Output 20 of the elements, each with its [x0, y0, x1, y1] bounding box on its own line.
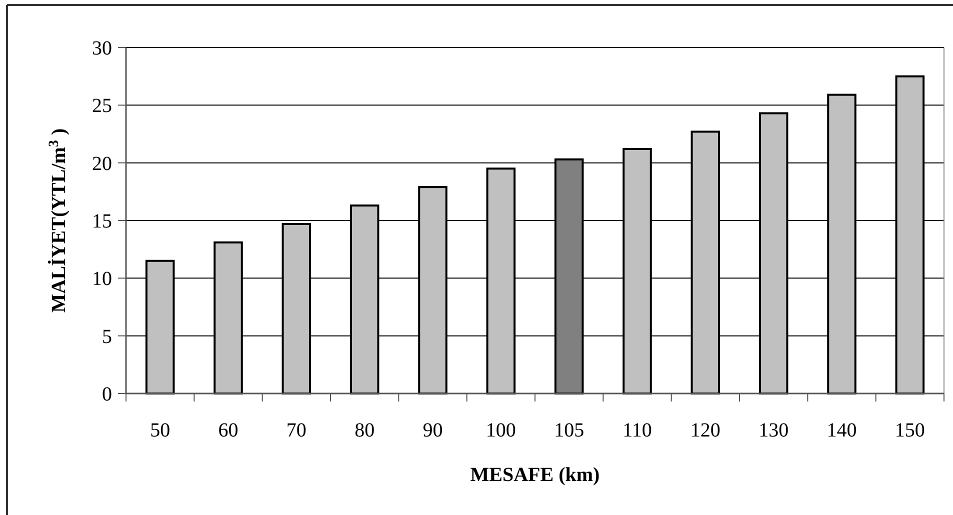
x-tick-label: 140: [826, 420, 857, 442]
x-tick-label: 105: [554, 420, 584, 442]
x-axis-title: MESAFE (km): [470, 464, 600, 486]
x-tick-label: 80: [354, 420, 375, 442]
x-tick-label: 130: [758, 420, 789, 442]
x-tick-label: 150: [894, 420, 925, 442]
x-tick-label: 50: [150, 420, 170, 442]
x-tick-label: 60: [218, 420, 238, 442]
y-tick-label: 15: [92, 210, 112, 232]
y-tick-label: 30: [92, 38, 112, 60]
x-tick-label: 70: [286, 420, 306, 442]
x-tick-label: 90: [422, 420, 443, 442]
y-tick-label: 25: [92, 95, 112, 118]
y-tick-label: 20: [92, 152, 112, 175]
x-tick-label: 120: [690, 420, 720, 442]
y-tick-label: 5: [102, 326, 112, 348]
x-tick-label: 100: [486, 420, 516, 442]
y-tick-label: 10: [92, 268, 112, 290]
x-tick-label: 110: [622, 420, 652, 442]
y-tick-label: 0: [102, 384, 112, 406]
